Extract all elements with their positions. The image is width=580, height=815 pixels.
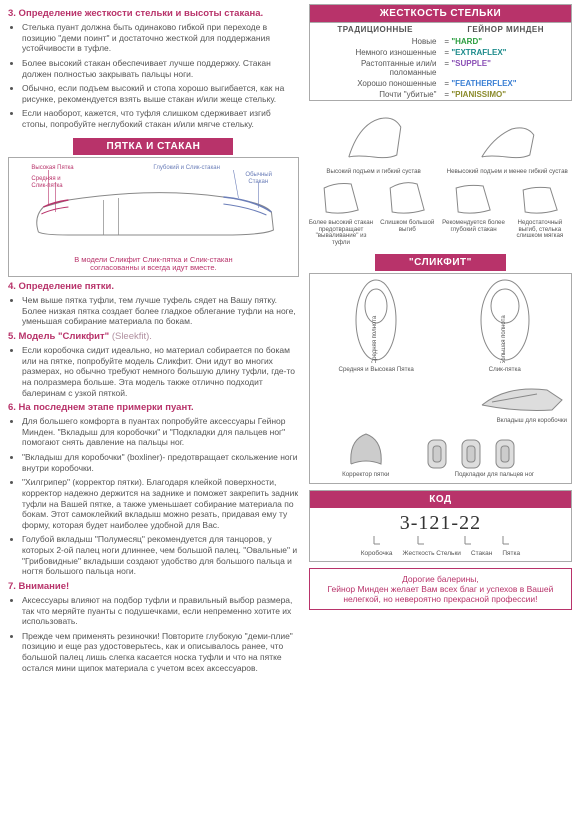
arch-high-svg — [309, 107, 439, 167]
list-item: Более высокий стакан обеспечивает лучше … — [22, 58, 299, 79]
list-item: Если наоборот, кажется, что туфля слишко… — [22, 108, 299, 129]
stiff-gm: = "HARD" — [440, 36, 571, 47]
section7-title: 7. Внимание! — [8, 581, 299, 592]
sleek-header: "СЛИКФИТ" — [375, 254, 507, 271]
code-header: КОД — [310, 491, 571, 508]
arch-low-svg — [442, 107, 572, 167]
list-item: "Хилгрипер" (корректор пятки). Благодаря… — [22, 477, 299, 530]
list-item: Аксессуары влияют на подбор туфли и прав… — [22, 595, 299, 627]
sleek-box: Средняя полнота Большая полнота Средняя … — [309, 273, 572, 484]
list-item: Обычно, если подъем высокий и стопа хоро… — [22, 83, 299, 104]
svg-text:Средняя и: Средняя и — [31, 176, 60, 182]
svg-text:Большая полнота: Большая полнота — [501, 315, 507, 363]
stiff-trad: Хорошо поношенные — [310, 78, 441, 89]
list-item: Чем выше пятка туфли, тем лучше туфель с… — [22, 295, 299, 327]
section4-title: 4. Определение пятки. — [8, 281, 299, 292]
stiff-gm: = "EXTRAFLEX" — [440, 47, 571, 58]
svg-text:Глубокий и Слик-стакан: Глубокий и Слик-стакан — [153, 164, 220, 171]
stiffness-header: ЖЕСТКОСТЬ СТЕЛЬКИ — [310, 5, 571, 22]
col-gm: ГЕЙНОР МИНДЕН — [440, 23, 571, 36]
section3-title: 3. Определение жесткости стельки и высот… — [8, 8, 299, 19]
svg-text:Обычный: Обычный — [245, 171, 272, 178]
svg-text:Средняя полнота: Средняя полнота — [372, 315, 378, 363]
list-item: Стелька пуант должна быть одинаково гибк… — [22, 22, 299, 54]
section5-title: 5. Модель "Сликфит" (Sleekfit). — [8, 331, 299, 342]
vamp-diagram-grid: Более высокий стакан предотвращает "выва… — [309, 180, 572, 247]
svg-text:Стакан: Стакан — [248, 179, 268, 185]
stiff-gm: = "FEATHERFLEX" — [440, 78, 571, 89]
list-item: Голубой вкладыш "Полумесяц" рекомендуетс… — [22, 534, 299, 577]
svg-text:Слик-пятка: Слик-пятка — [31, 183, 63, 189]
section6-title: 6. На последнем этапе примерки пуант. — [8, 402, 299, 413]
heel-shoe-svg: Высокая Пятка Средняя и Слик-пятка Глубо… — [13, 162, 294, 252]
stiffness-table: ЖЕСТКОСТЬ СТЕЛЬКИ ТРАДИЦИОННЫЕ ГЕЙНОР МИ… — [309, 4, 572, 101]
stiff-trad: Новые — [310, 36, 441, 47]
list-item: "Вкладыш для коробочки" (boxliner)- пред… — [22, 452, 299, 473]
stiff-gm: = "PIANISSIMO" — [440, 89, 571, 100]
list-item: Для большего комфорта в пуантах попробуй… — [22, 416, 299, 448]
stiff-trad: Почти "убитые" — [310, 89, 441, 100]
farewell-box: Дорогие балерины,Гейнор Минден желает Ва… — [309, 568, 572, 611]
svg-text:Высокая Пятка: Высокая Пятка — [31, 165, 74, 171]
stiff-trad: Растоптанные или/и поломанные — [310, 58, 441, 78]
code-box: КОД 3-121-22 Коробочка Жесткость Стельки… — [309, 490, 572, 562]
section3-list: Стелька пуант должна быть одинаково гибк… — [8, 22, 299, 130]
stiff-trad: Немного изношенные — [310, 47, 441, 58]
list-item: Прежде чем применять резиночки! Повторит… — [22, 631, 299, 674]
col-traditional: ТРАДИЦИОННЫЕ — [310, 23, 441, 36]
heel-diagram-box: Высокая Пятка Средняя и Слик-пятка Глубо… — [8, 157, 299, 278]
code-value: 3-121-22 — [310, 508, 571, 536]
boxliner-svg — [477, 380, 567, 416]
list-item: Если коробочка сидит идеально, но матери… — [22, 345, 299, 398]
heel-note: В модели Сликфит Слик-пятка и Слик-стака… — [13, 256, 294, 273]
heelgrip-svg — [345, 428, 387, 470]
heel-panel-header: ПЯТКА И СТАКАН — [73, 138, 233, 155]
stiff-gm: = "SUPPLE" — [440, 58, 571, 78]
